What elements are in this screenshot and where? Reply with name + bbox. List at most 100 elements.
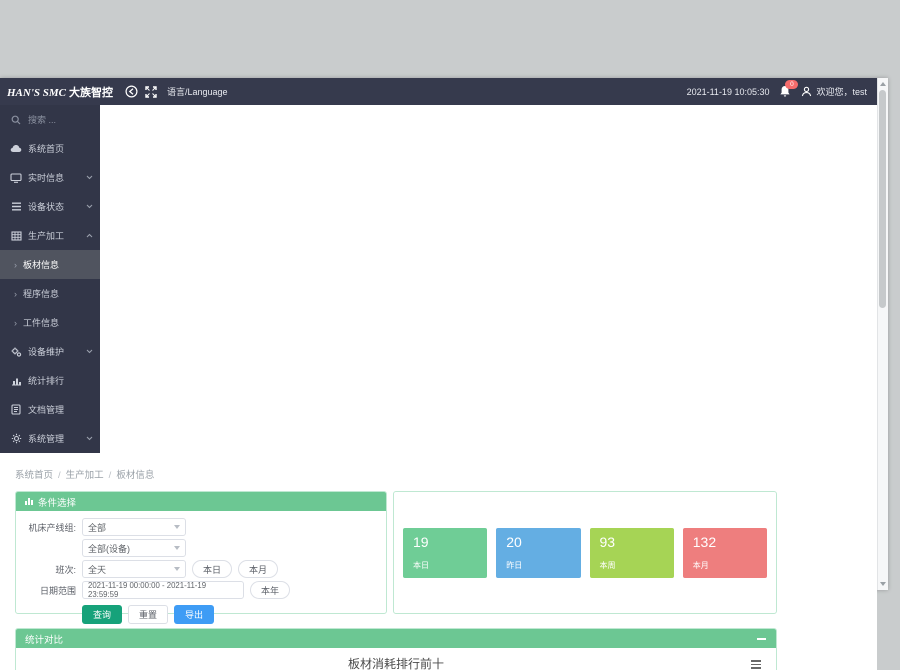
this-year-button[interactable]: 本年 [250,581,291,599]
gear-icon [10,433,22,444]
sidebar-subitem-label: 工件信息 [23,318,60,328]
shift-value: 全天 [88,564,107,575]
this-month-button[interactable]: 本月 [238,560,279,578]
chart-panel: 统计对比 板材消耗排行前十 (个) 02.557.51012.515GR50gr… [15,628,777,670]
list-icon [10,202,22,211]
cloud-icon [10,144,22,153]
submenu-arrow-icon: › [14,259,17,270]
scroll-up-arrow-icon[interactable] [880,82,886,86]
export-button[interactable]: 导出 [174,605,215,624]
breadcrumb-separator: / [58,470,61,481]
minimize-panel-icon[interactable] [755,633,767,645]
chevron-down-icon [86,204,94,209]
search-icon [10,115,22,125]
breadcrumb-item-生产加工[interactable]: 生产加工 [65,470,104,481]
sidebar-subitem-程序信息[interactable]: › 程序信息 [0,279,100,308]
chart-panel-title: 统计对比 [25,634,64,646]
sidebar-item-label: 系统首页 [28,144,65,154]
sidebar-item-系统首页[interactable]: 系统首页 [0,134,100,163]
stat-card-本月: 132 本月 [682,527,767,578]
bar-chart-icon [25,498,33,505]
chart-body: 板材消耗排行前十 (个) 02.557.51012.515GR50gr50GR5… [16,648,776,670]
chevron-down-icon [174,567,180,571]
stat-card-value: 19 [413,533,429,550]
sidebar-item-统计排行[interactable]: 统计排行 [0,366,100,395]
stat-card-label: 昨日 [506,560,523,570]
sidebar-item-label: 系统管理 [28,434,65,444]
chart-title: 板材消耗排行前十 [347,657,444,670]
filter-panel: 条件选择 机床产线组: 全部 [15,491,387,624]
device-select[interactable]: 全部(设备) [82,539,186,557]
stat-card-昨日: 20 昨日 [496,527,581,578]
stat-card-value: 132 [692,533,717,550]
breadcrumb-item-系统首页[interactable]: 系统首页 [15,470,54,481]
app-logo: HAN'S SMC 大族智控 [0,84,121,100]
date-range-label: 日期范围 [39,585,76,596]
sidebar-item-系统管理[interactable]: 系统管理 [0,424,100,453]
sidebar-item-设备状态[interactable]: 设备状态 [0,192,100,221]
shift-label: 班次: [55,564,76,575]
submenu-arrow-icon: › [14,317,17,328]
maintenance-icon [10,347,22,357]
stat-card-label: 本日 [413,560,429,570]
chevron-down-icon [86,175,94,180]
query-button[interactable]: 查询 [82,605,123,624]
language-switcher[interactable]: 语言/Language [167,87,228,97]
breadcrumb-item-板材信息[interactable]: 板材信息 [116,470,155,481]
chevron-down-icon [174,525,180,529]
filter-panel-header: 条件选择 [16,492,386,511]
topbar: HAN'S SMC 大族智控 语言/Language 2021-11-19 10… [0,78,877,105]
sidebar-item-生产加工[interactable]: 生产加工 [0,221,100,250]
date-range-input[interactable]: 2021-11-19 00:00:00 - 2021-11-19 23:59:5… [82,581,244,599]
sidebar-item-label: 生产加工 [28,231,65,241]
vertical-scrollbar[interactable] [877,78,888,590]
scrollbar-thumb[interactable] [879,90,886,308]
grid-icon [10,230,22,241]
sidebar-search-input[interactable]: 搜索 ... [0,105,100,134]
collapse-sidebar-icon[interactable] [121,78,141,105]
sidebar-subitem-板材信息[interactable]: › 板材信息 [0,250,100,279]
reset-button[interactable]: 重置 [128,605,169,624]
ranking-chart-icon [10,376,22,386]
chevron-up-icon [86,233,94,238]
today-button[interactable]: 本日 [192,560,233,578]
machine-group-label: 机床产线组: [28,522,76,533]
sidebar-menu: 系统首页 实时信息 设备状态 生产加工 › 板材信息 › 程序信息 › 工件信息 设备维护 统计排行文… [0,134,100,453]
sidebar-item-label: 统计排行 [28,376,65,386]
search-placeholder: 搜索 ... [28,115,57,125]
sidebar-item-文档管理[interactable]: 文档管理 [0,395,100,424]
app-window: HAN'S SMC 大族智控 语言/Language 2021-11-19 10… [0,78,888,670]
breadcrumb: 系统首页 / 生产加工 / 板材信息 [15,467,877,481]
submenu-arrow-icon: › [14,288,17,299]
logo-text-cn: 大族智控 [69,86,113,99]
main-content: 系统首页 / 生产加工 / 板材信息 条件选择 机床产线组: [0,453,877,670]
sidebar-subitem-label: 程序信息 [23,289,60,299]
chart-toolbox-icon[interactable] [751,660,761,669]
chevron-down-icon [174,546,180,550]
stat-card-label: 本周 [599,560,616,570]
notification-bell[interactable]: 0 [779,80,799,98]
chart-panel-header: 统计对比 [16,629,776,648]
sidebar-item-label: 设备状态 [28,202,65,212]
datetime-display: 2021-11-19 10:05:30 [686,86,770,97]
stat-cards-panel: 19 本日 20 昨日 93 本周 132 本月 [393,491,777,614]
user-menu[interactable]: 欢迎您，test [801,85,867,98]
shift-select[interactable]: 全天 [82,560,186,578]
notification-badge: 0 [785,80,799,89]
document-icon [10,404,22,415]
logo-text-en: HAN'S SMC [7,86,66,99]
sidebar-item-设备维护[interactable]: 设备维护 [0,337,100,366]
machine-group-select[interactable]: 全部 [82,518,186,536]
sidebar-item-label: 文档管理 [28,405,65,415]
breadcrumb-separator: / [108,470,112,481]
stat-card-value: 20 [506,533,522,550]
fullscreen-icon[interactable] [141,78,161,105]
scroll-down-arrow-icon[interactable] [880,582,886,586]
sidebar-item-label: 设备维护 [28,347,65,357]
machine-group-value: 全部 [88,522,107,533]
sidebar-item-实时信息[interactable]: 实时信息 [0,163,100,192]
monitor-icon [10,172,22,183]
sidebar-subitem-工件信息[interactable]: › 工件信息 [0,308,100,337]
stat-card-label: 本月 [692,560,709,570]
